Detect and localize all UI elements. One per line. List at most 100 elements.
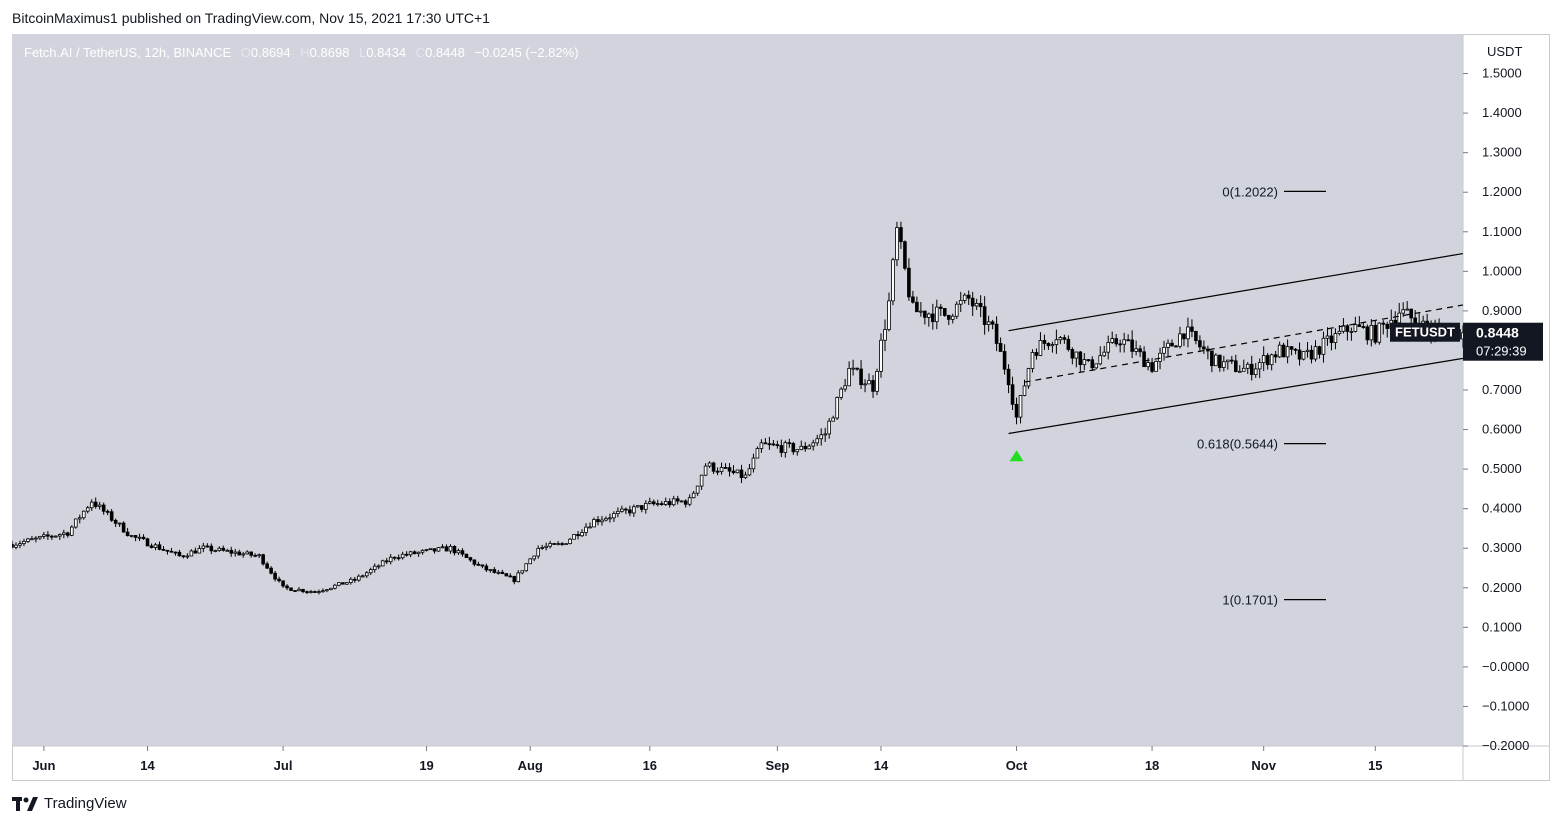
candle-body xyxy=(655,503,660,506)
candle-body xyxy=(500,571,505,574)
candle-body xyxy=(946,315,951,320)
y-tick-label: 0.5000 xyxy=(1482,461,1522,476)
candle-body xyxy=(125,531,130,536)
candle-body xyxy=(624,508,628,511)
candle-body xyxy=(1289,346,1294,350)
candle-body xyxy=(213,550,218,552)
candle-body xyxy=(217,547,222,551)
candle-body xyxy=(883,329,887,341)
candle-body xyxy=(408,551,413,556)
candle-body xyxy=(1222,361,1226,368)
candle-body xyxy=(644,502,648,510)
candle-body xyxy=(66,532,70,536)
symbol-title[interactable]: Fetch.AI / TetherUS, 12h, BINANCE xyxy=(24,45,232,60)
candle-body xyxy=(448,546,453,552)
candle-body xyxy=(711,462,716,472)
candle-body xyxy=(1405,308,1409,311)
candle-body xyxy=(1381,322,1386,325)
candle-body xyxy=(1353,324,1358,332)
candle-body xyxy=(1233,360,1238,372)
candle-body xyxy=(823,433,827,436)
candle-body xyxy=(564,543,568,546)
candle-body xyxy=(859,368,863,386)
candle-body xyxy=(1058,337,1063,341)
candle-body xyxy=(1026,368,1031,387)
candle-body xyxy=(77,517,82,520)
candle-body xyxy=(871,380,875,392)
candle-body xyxy=(544,545,548,548)
candle-body xyxy=(504,573,509,577)
candle-body xyxy=(1070,349,1075,359)
candle-body xyxy=(1078,351,1083,366)
y-tick-label: 0.7000 xyxy=(1482,382,1522,397)
candle-body xyxy=(1337,330,1342,334)
candle-body xyxy=(1413,317,1417,324)
candle-body xyxy=(1202,346,1206,350)
candle-body xyxy=(137,536,142,539)
candle-body xyxy=(117,522,122,525)
candle-body xyxy=(496,571,501,574)
candle-body xyxy=(432,548,437,552)
candle-body xyxy=(349,578,353,583)
candle-body xyxy=(1377,322,1382,343)
candle-body xyxy=(950,315,955,320)
candle-body xyxy=(1066,338,1071,350)
support-arrow-icon xyxy=(1009,450,1024,462)
candle-body xyxy=(85,507,90,512)
candle-body xyxy=(958,300,963,305)
candle-body xyxy=(436,547,441,552)
candle-body xyxy=(636,505,640,508)
y-tick-label: 0.4000 xyxy=(1482,501,1522,516)
candle-body xyxy=(727,467,732,472)
candle-body xyxy=(847,368,851,387)
channel-middle-line xyxy=(1024,304,1464,383)
candle-body xyxy=(771,443,776,446)
candle-body xyxy=(177,551,182,557)
candle-body xyxy=(1357,324,1362,327)
candle-body xyxy=(480,564,485,567)
x-tick-label: 16 xyxy=(643,758,657,773)
candle-body xyxy=(73,518,78,528)
footer-brand[interactable]: TradingView xyxy=(12,795,127,812)
x-tick-label: 15 xyxy=(1368,758,1382,773)
price-axis: 1.5000 1.4000 1.3000 1.2000 1.1000 1.0000 0.90… xyxy=(1463,66,1529,753)
channel-upper-line xyxy=(1008,252,1464,332)
candle-body xyxy=(536,548,540,557)
symbol-tag-bg xyxy=(1390,322,1460,342)
candle-body xyxy=(580,532,584,537)
candle-body xyxy=(719,467,724,473)
candle-body xyxy=(1218,354,1222,368)
candle-body xyxy=(679,500,684,503)
candle-body xyxy=(301,588,305,593)
candle-body xyxy=(687,497,692,505)
candlestick-chart[interactable]: 0(1.2022)0.618(0.5644)1(0.1701) 1.50001.… xyxy=(12,34,1550,781)
candle-body xyxy=(209,545,214,552)
candle-body xyxy=(337,582,341,586)
candle-body xyxy=(440,546,445,549)
candle-body xyxy=(468,557,473,561)
candle-body xyxy=(305,591,309,594)
x-tick-label: 14 xyxy=(874,758,889,773)
publisher-line: BitcoinMaximus1 published on TradingView… xyxy=(12,10,490,26)
candle-body xyxy=(1114,338,1118,345)
candle-body xyxy=(345,582,349,585)
candle-body xyxy=(572,534,576,540)
y-tick-label: 1.3000 xyxy=(1482,145,1522,160)
candle-body xyxy=(815,438,820,444)
candle-body xyxy=(1154,360,1158,372)
candle-body xyxy=(1138,348,1142,353)
fib-level-label: 0.618(0.5644) xyxy=(1197,437,1278,452)
candle-body xyxy=(181,555,186,558)
candle-body xyxy=(974,302,979,307)
candle-body xyxy=(966,294,971,299)
candle-body xyxy=(1273,354,1278,358)
candle-body xyxy=(197,548,202,554)
candle-body xyxy=(285,585,289,589)
candle-body xyxy=(1393,319,1398,324)
candle-body xyxy=(30,538,34,541)
candle-body xyxy=(1397,312,1402,324)
candle-body xyxy=(919,310,923,313)
candle-body xyxy=(241,553,245,556)
candle-body xyxy=(1186,326,1190,340)
candle-body xyxy=(584,526,588,533)
